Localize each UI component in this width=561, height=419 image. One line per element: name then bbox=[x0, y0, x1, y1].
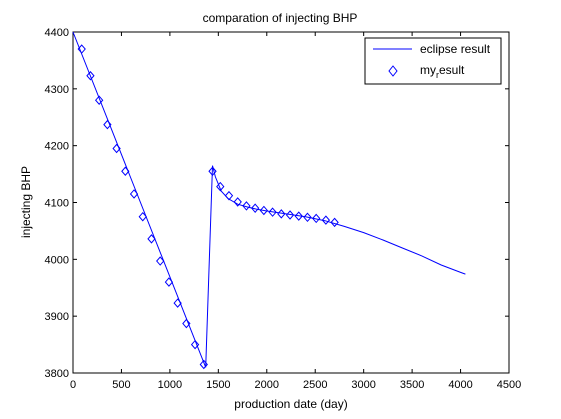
y-axis-label: injecting BHP bbox=[19, 166, 33, 238]
data-point-diamond bbox=[103, 119, 112, 130]
data-point-diamond bbox=[112, 143, 121, 154]
y-tick-label: 3800 bbox=[45, 368, 69, 380]
data-point-diamond bbox=[277, 209, 286, 219]
series-line-eclipse-result bbox=[72, 31, 466, 368]
legend-label-subscript: r bbox=[436, 70, 439, 80]
series-layer bbox=[72, 31, 466, 370]
x-axis-label: production date (day) bbox=[234, 397, 347, 411]
x-tick-label: 500 bbox=[112, 379, 130, 391]
data-point-diamond bbox=[147, 234, 156, 244]
x-tick-label: 2000 bbox=[255, 379, 279, 391]
x-tick-label: 1000 bbox=[158, 379, 182, 391]
data-point-diamond bbox=[294, 211, 303, 221]
x-tick-label: 1500 bbox=[206, 379, 230, 391]
data-point-diamond bbox=[182, 318, 191, 329]
legend: eclipse result myresult bbox=[364, 37, 502, 85]
legend-box bbox=[364, 37, 502, 85]
data-point-diamond bbox=[86, 71, 95, 81]
data-point-diamond bbox=[208, 166, 217, 177]
legend-label-suffix: esult bbox=[439, 63, 465, 77]
data-point-diamond bbox=[285, 210, 295, 220]
data-point-diamond bbox=[129, 189, 139, 199]
chart-title: comparation of injecting BHP bbox=[203, 11, 358, 25]
legend-label-my-result: myresult bbox=[420, 63, 465, 80]
data-point-diamond bbox=[303, 212, 312, 223]
data-point-diamond bbox=[190, 339, 200, 350]
data-point-diamond bbox=[312, 213, 321, 224]
data-point-diamond bbox=[164, 277, 174, 287]
data-point-diamond bbox=[77, 44, 86, 54]
data-point-diamond bbox=[156, 256, 165, 266]
data-point-diamond bbox=[321, 215, 331, 225]
data-point-diamond bbox=[233, 197, 242, 207]
data-point-diamond bbox=[121, 166, 130, 177]
x-tick-label: 4000 bbox=[448, 379, 472, 391]
legend-diamond-swatch bbox=[388, 65, 398, 77]
x-tick-label: 3000 bbox=[351, 379, 375, 391]
x-tick-label: 3500 bbox=[400, 379, 424, 391]
data-point-diamond bbox=[94, 95, 104, 105]
data-point-diamond bbox=[173, 298, 182, 308]
y-axis: 3800 3900 4000 4100 4200 4300 4400 bbox=[45, 27, 509, 380]
legend-label-my: my bbox=[420, 63, 436, 77]
y-tick-label: 4300 bbox=[45, 84, 69, 96]
data-point-diamond bbox=[250, 203, 260, 213]
y-tick-label: 4200 bbox=[45, 141, 69, 153]
data-point-diamond bbox=[224, 190, 234, 201]
data-point-diamond bbox=[268, 207, 277, 217]
x-tick-label: 0 bbox=[70, 379, 76, 391]
x-tick-label: 2500 bbox=[303, 379, 327, 391]
y-tick-label: 3900 bbox=[45, 311, 69, 323]
series-markers-my-result bbox=[77, 44, 339, 370]
y-tick-label: 4400 bbox=[45, 27, 69, 39]
plot-area bbox=[72, 31, 510, 374]
legend-label-eclipse: eclipse result bbox=[420, 42, 491, 56]
data-point-diamond bbox=[216, 181, 225, 192]
data-point-diamond bbox=[199, 359, 208, 370]
y-tick-label: 4000 bbox=[45, 254, 69, 266]
x-tick-label: 4500 bbox=[497, 379, 521, 391]
data-point-diamond bbox=[330, 217, 339, 228]
data-point-diamond bbox=[242, 201, 251, 211]
x-axis: 0 500 1000 1500 2000 2500 3000 3500 4000 4500 bbox=[70, 32, 521, 391]
data-point-diamond bbox=[138, 211, 147, 222]
y-tick-label: 4100 bbox=[45, 198, 69, 210]
data-point-diamond bbox=[259, 205, 269, 216]
